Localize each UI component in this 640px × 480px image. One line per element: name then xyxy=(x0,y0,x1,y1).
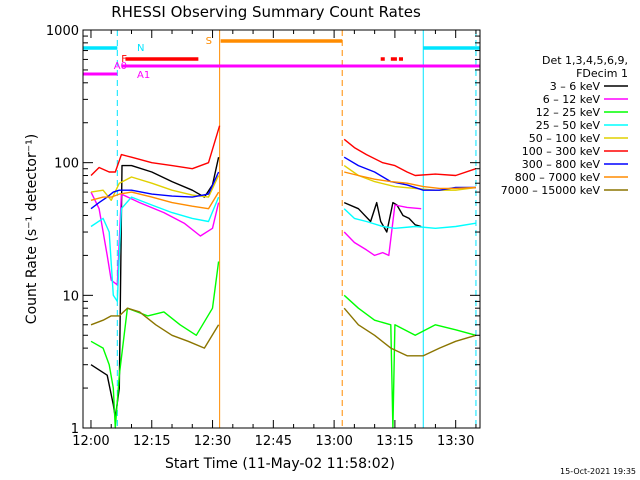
flag-bars: NF S A0 A1 xyxy=(83,36,480,81)
plot-frame xyxy=(82,29,481,429)
x-tick-label-6: 13:15 xyxy=(376,434,413,449)
legend-entry-label-1: 3 – 6 keV xyxy=(550,80,601,93)
series-line-6-segment-2 xyxy=(343,138,477,177)
x-tick-label-2: 12:15 xyxy=(133,434,170,449)
x-tick-label-1: 12:00 xyxy=(72,434,109,449)
series-line-1-segment-2 xyxy=(343,201,422,233)
flag-label-flare: F xyxy=(121,54,127,65)
y-axis-label: Count Rate (s⁻¹ detector⁻¹) xyxy=(24,134,40,324)
flag-label-saa: S xyxy=(206,36,212,47)
x-tick-label-4: 12:45 xyxy=(255,434,292,449)
series-line-3-segment-2 xyxy=(343,294,477,429)
y-tick-label-3: 100 xyxy=(54,157,79,172)
series-line-7-segment-1 xyxy=(90,171,220,210)
x-axis-label: Start Time (11-May-02 11:58:02) xyxy=(165,456,395,472)
event-lines xyxy=(116,30,477,428)
legend-entry-label-4: 25 – 50 keV xyxy=(536,119,601,132)
flag-label-a0: A0 xyxy=(114,61,127,72)
legend-entry-label-5: 50 – 100 keV xyxy=(529,132,601,145)
series-line-9-segment-2 xyxy=(343,307,477,357)
flag-label-night: N xyxy=(137,43,144,54)
series-line-9-segment-1 xyxy=(90,307,220,349)
legend-entry-label-3: 12 – 25 keV xyxy=(536,106,601,119)
series-line-2-segment-2 xyxy=(343,204,422,257)
legend-entry-label-9: 7000 – 15000 keV xyxy=(501,184,601,197)
chart-title: RHESSI Observing Summary Count Rates xyxy=(111,3,421,21)
y-tick-label-2: 10 xyxy=(62,289,79,304)
legend-entry-label-8: 800 – 7000 keV xyxy=(515,171,601,184)
series-line-6-segment-1 xyxy=(90,125,221,176)
x-tick-label-5: 13:00 xyxy=(315,434,352,449)
x-tick-label-7: 13:30 xyxy=(437,434,474,449)
y-tick-label-1: 1 xyxy=(71,422,79,437)
flag-label-a1: A1 xyxy=(137,70,150,81)
legend-entry-label-7: 300 – 800 keV xyxy=(522,158,601,171)
x-tick-label-3: 12:30 xyxy=(194,434,231,449)
series-line-8-segment-1 xyxy=(90,191,220,210)
y-axis-ticks: 1 10 100 1000 xyxy=(46,24,480,437)
legend-entry-label-6: 100 – 300 keV xyxy=(522,145,601,158)
y-tick-label-4: 1000 xyxy=(46,24,79,39)
series-line-4-segment-1 xyxy=(90,196,220,303)
series-lines xyxy=(90,125,477,429)
generation-timestamp: 15-Oct-2021 19:35 xyxy=(560,467,636,476)
legend-header-line-2: FDecim 1 xyxy=(576,67,628,80)
legend-header-line-1: Det 1,3,4,5,6,9, xyxy=(542,54,628,67)
legend-entry-label-2: 6 – 12 keV xyxy=(543,93,601,106)
series-line-4-segment-2 xyxy=(343,208,477,230)
x-axis-ticks: 12:00 12:15 12:30 12:45 13:00 13:15 13:30 xyxy=(72,30,477,449)
series-line-8-segment-2 xyxy=(344,171,476,190)
